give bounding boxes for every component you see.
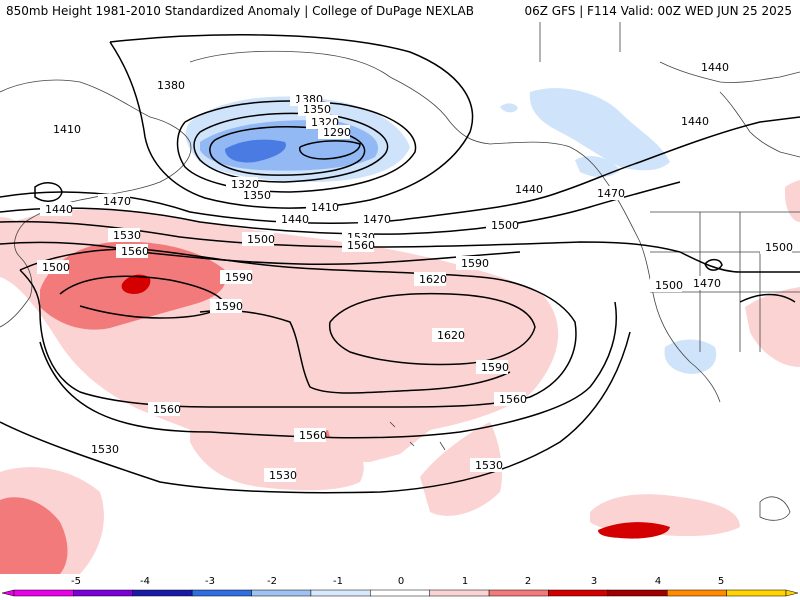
colorbar-segment: [429, 589, 490, 597]
contour-label-1530-c: 1530: [91, 443, 119, 456]
contour-label-1500-c: 1500: [491, 219, 519, 232]
colorbar-segments: [1, 589, 799, 597]
contour-label-1530-e: 1530: [475, 459, 503, 472]
contour-label-1500-b: 1500: [247, 233, 275, 246]
anomaly-colorbar: -5 -4 -3 -2 -1 0 1 2 3 4 5: [0, 574, 800, 600]
contour-label-1380: 1380: [157, 79, 185, 92]
colorbar-arrow-right: [785, 589, 799, 597]
colorbar-tick-4: 4: [655, 576, 661, 587]
contour-label-1470: 1470: [103, 195, 131, 208]
contour-label-1500: 1500: [42, 261, 70, 274]
colorbar-segment: [132, 589, 193, 597]
contour-label-1530-d: 1530: [269, 469, 297, 482]
colorbar-segment: [191, 589, 252, 597]
contour-label-1590: 1590: [225, 271, 253, 284]
contour-label-1350-b: 1350: [243, 189, 271, 202]
colorbar-tick-1: 1: [462, 576, 468, 587]
header-bar: 850mb Height 1981-2010 Standardized Anom…: [0, 0, 800, 22]
colorbar-segment: [13, 589, 74, 597]
contour-label-1290: 1290: [323, 126, 351, 139]
colorbar-tick-neg2: -2: [267, 576, 277, 587]
contour-label-1440: 1440: [45, 203, 73, 216]
colorbar-segment: [370, 589, 430, 597]
contour-label-1590-c: 1590: [461, 257, 489, 270]
colorbar-segment: [666, 589, 727, 597]
colorbar-tick-neg3: -3: [205, 576, 215, 587]
map-title: 850mb Height 1981-2010 Standardized Anom…: [6, 4, 474, 18]
colorbar-tick-0: 0: [398, 576, 404, 587]
colorbar-tick-5: 5: [718, 576, 724, 587]
colorbar-tick-neg4: -4: [140, 576, 150, 587]
height-anomaly-map: 1380 1410 1440 1470 1500 1530 1560 1590 …: [0, 22, 800, 574]
colorbar-tick-neg1: -1: [333, 576, 343, 587]
contour-label-1530: 1530: [113, 229, 141, 242]
contour-label-1500-e: 1500: [655, 279, 683, 292]
contour-label-1590-d: 1590: [481, 361, 509, 374]
contour-label-1590-b: 1590: [215, 300, 243, 313]
contour-label-1320-b: 1320: [231, 178, 259, 191]
contour-label-1560-d: 1560: [153, 403, 181, 416]
contour-label-1620-b: 1620: [437, 329, 465, 342]
colorbar-segment: [548, 589, 609, 597]
contour-label-1410: 1410: [53, 123, 81, 136]
colorbar-segment: [251, 589, 312, 597]
colorbar-segment: [726, 589, 787, 597]
colorbar-segment: [607, 589, 668, 597]
contour-label-1410-b: 1410: [311, 201, 339, 214]
contour-label-1440-d: 1440: [701, 61, 729, 74]
contour-label-1560: 1560: [121, 245, 149, 258]
contour-labels: 1380 1410 1440 1470 1500 1530 1560 1590 …: [37, 60, 793, 482]
colorbar-segment: [488, 589, 549, 597]
contour-label-1560-b: 1560: [347, 239, 375, 252]
colorbar-tick-neg5: -5: [71, 576, 81, 587]
contour-label-1470-d: 1470: [693, 277, 721, 290]
model-valid-time: 06Z GFS | F114 Valid: 00Z WED JUN 25 202…: [524, 4, 792, 18]
contour-label-1560-e: 1560: [299, 429, 327, 442]
contour-label-1560-c: 1560: [499, 393, 527, 406]
contour-label-1440-b: 1440: [281, 213, 309, 226]
colorbar-ticks: -5 -4 -3 -2 -1 0 1 2 3 4 5: [71, 576, 724, 587]
contour-label-1440-e: 1440: [681, 115, 709, 128]
colorbar-segment: [310, 589, 371, 597]
contour-label-1620: 1620: [419, 273, 447, 286]
contour-label-1470-b: 1470: [363, 213, 391, 226]
contour-label-1470-c: 1470: [597, 187, 625, 200]
contour-label-1440-c: 1440: [515, 183, 543, 196]
colorbar-tick-3: 3: [591, 576, 597, 587]
contour-label-1500-d: 1500: [765, 241, 793, 254]
colorbar-tick-2: 2: [525, 576, 531, 587]
colorbar-segment: [73, 589, 134, 597]
contour-label-1350: 1350: [303, 103, 331, 116]
